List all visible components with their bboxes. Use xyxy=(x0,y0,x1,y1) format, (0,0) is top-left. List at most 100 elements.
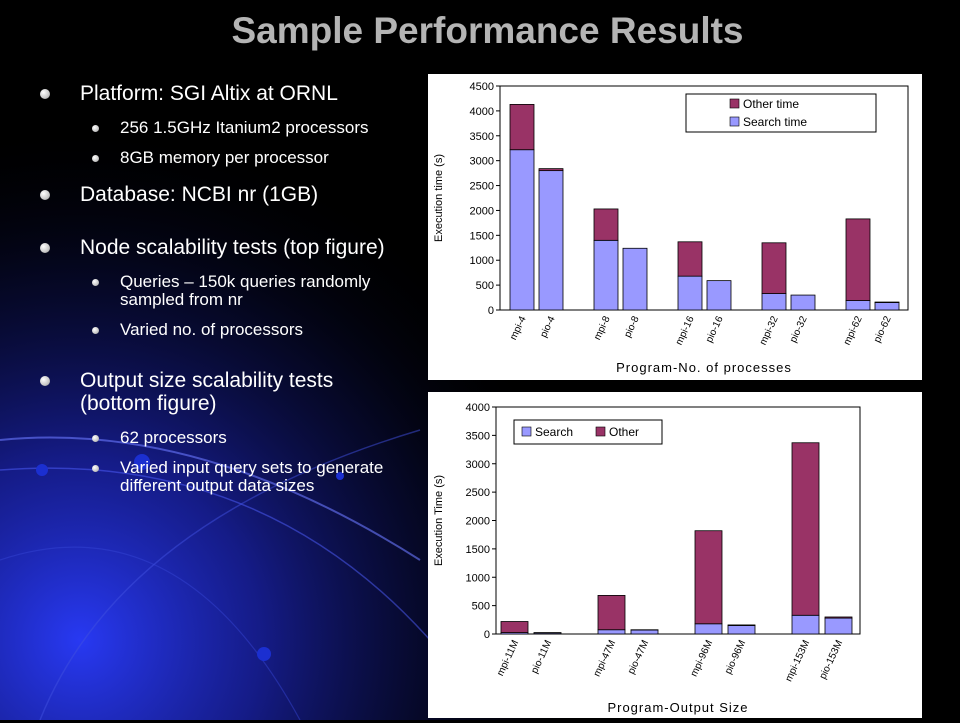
bullet-dot-icon xyxy=(40,190,50,200)
x-axis-title: Program-Output Size xyxy=(607,700,748,715)
y-tick-label: 2000 xyxy=(470,205,494,217)
bar-other xyxy=(825,617,852,618)
sub-bullet-text: Varied input query sets to generate diff… xyxy=(120,458,383,495)
bar-search xyxy=(825,618,852,634)
y-tick-label: 500 xyxy=(472,601,490,613)
bar-other xyxy=(539,169,563,171)
y-tick-label: 2500 xyxy=(466,487,490,499)
bullet-text: Database: NCBI nr (1GB) xyxy=(80,183,410,206)
bullet-text: Platform: SGI Altix at ORNL xyxy=(80,82,410,105)
x-tick-label: pio-47M xyxy=(626,639,651,676)
bar-other xyxy=(846,219,870,301)
bar-search xyxy=(539,171,563,310)
y-tick-label: 0 xyxy=(484,629,490,641)
sub-bullet: 8GB memory per processor xyxy=(80,149,410,167)
bar-search xyxy=(791,295,815,310)
bar-search xyxy=(594,240,618,310)
sub-bullet-text: 62 processors xyxy=(120,428,227,447)
sub-bullet: 62 processors xyxy=(80,429,410,447)
sub-bullet-list: Queries – 150k queries randomly sampled … xyxy=(80,273,410,339)
sub-bullet-text: 8GB memory per processor xyxy=(120,148,329,167)
y-tick-label: 4000 xyxy=(470,106,494,118)
bullet-dot-icon xyxy=(40,243,50,253)
bar-search xyxy=(623,248,647,310)
legend-swatch xyxy=(596,427,605,436)
bar-other xyxy=(678,242,702,276)
bar-other xyxy=(598,595,625,629)
sub-bullet-text: Varied no. of processors xyxy=(120,320,303,339)
legend-swatch xyxy=(730,99,739,108)
legend-swatch xyxy=(730,117,739,126)
sub-bullet-dot-icon xyxy=(92,279,99,286)
x-tick-label: pio-153M xyxy=(818,639,846,681)
y-tick-label: 1500 xyxy=(466,544,490,556)
y-tick-label: 4000 xyxy=(466,402,490,414)
sub-bullet: Queries – 150k queries randomly sampled … xyxy=(80,273,410,309)
bullet-dot-icon xyxy=(40,376,50,386)
bar-search xyxy=(598,630,625,634)
bar-search xyxy=(846,301,870,310)
bar-other xyxy=(501,622,528,633)
sub-bullet-dot-icon xyxy=(92,125,99,132)
bar-search xyxy=(762,294,786,310)
slide-title: Sample Performance Results xyxy=(0,10,960,52)
bar-search xyxy=(510,150,534,310)
x-tick-label: pio-11M xyxy=(529,639,554,676)
x-tick-label: pio-16 xyxy=(704,314,726,344)
bar-search xyxy=(728,625,755,634)
x-axis-title: Program-No. of processes xyxy=(616,360,792,375)
sub-bullet-text: Queries – 150k queries randomly sampled … xyxy=(120,272,370,309)
y-axis-title: Execution Time (s) xyxy=(433,475,445,566)
bar-other xyxy=(510,104,534,149)
bar-search xyxy=(707,281,731,310)
x-tick-label: mpi-11M xyxy=(495,639,521,678)
legend-swatch xyxy=(522,427,531,436)
x-tick-label: pio-62 xyxy=(872,314,894,344)
sub-bullet: Varied input query sets to generate diff… xyxy=(80,459,410,495)
y-tick-label: 4500 xyxy=(470,81,494,93)
bar-other xyxy=(594,209,618,240)
y-tick-label: 1000 xyxy=(470,255,494,267)
sub-bullet-dot-icon xyxy=(92,327,99,334)
bar-search xyxy=(631,630,658,634)
bar-search xyxy=(875,303,899,310)
sub-bullet-dot-icon xyxy=(92,435,99,442)
x-tick-label: mpi-96M xyxy=(689,639,715,679)
y-tick-label: 3500 xyxy=(466,430,490,442)
sub-bullet: 256 1.5GHz Itanium2 processors xyxy=(80,119,410,137)
bar-search xyxy=(792,615,819,634)
y-tick-label: 3500 xyxy=(470,131,494,143)
bar-search xyxy=(695,624,722,634)
y-tick-label: 1500 xyxy=(470,230,494,242)
y-tick-label: 500 xyxy=(476,280,494,292)
sub-bullet-list: 256 1.5GHz Itanium2 processors 8GB memor… xyxy=(80,119,410,167)
x-tick-label: mpi-16 xyxy=(674,314,697,347)
legend-label: Other time xyxy=(743,97,799,111)
y-tick-label: 2000 xyxy=(466,516,490,528)
x-tick-label: pio-8 xyxy=(622,314,642,339)
y-tick-label: 3000 xyxy=(470,156,494,168)
sub-bullet-dot-icon xyxy=(92,155,99,162)
sub-bullet-text: 256 1.5GHz Itanium2 processors xyxy=(120,118,369,137)
x-tick-label: mpi-4 xyxy=(508,314,529,342)
y-axis-title: Execution time (s) xyxy=(433,154,445,242)
legend-label: Search time xyxy=(743,115,807,129)
bar-other xyxy=(728,625,755,626)
bullet-platform: Platform: SGI Altix at ORNL 256 1.5GHz I… xyxy=(40,82,410,167)
node-scalability-chart-svg: 050010001500200025003000350040004500mpi-… xyxy=(428,74,922,380)
y-tick-label: 1000 xyxy=(466,572,490,584)
bullet-database: Database: NCBI nr (1GB) xyxy=(40,183,410,206)
x-tick-label: mpi-153M xyxy=(783,639,812,684)
bullet-node-scalability: Node scalability tests (top figure) Quer… xyxy=(40,236,410,339)
bullet-text: Output size scalability tests (bottom fi… xyxy=(80,369,410,415)
x-tick-label: mpi-32 xyxy=(758,314,781,347)
x-tick-label: mpi-62 xyxy=(842,314,865,347)
bullet-text: Node scalability tests (top figure) xyxy=(80,236,410,259)
bar-other xyxy=(695,531,722,624)
legend-label: Search xyxy=(535,425,573,439)
bullet-list: Platform: SGI Altix at ORNL 256 1.5GHz I… xyxy=(40,82,410,511)
legend-label: Other xyxy=(609,425,639,439)
